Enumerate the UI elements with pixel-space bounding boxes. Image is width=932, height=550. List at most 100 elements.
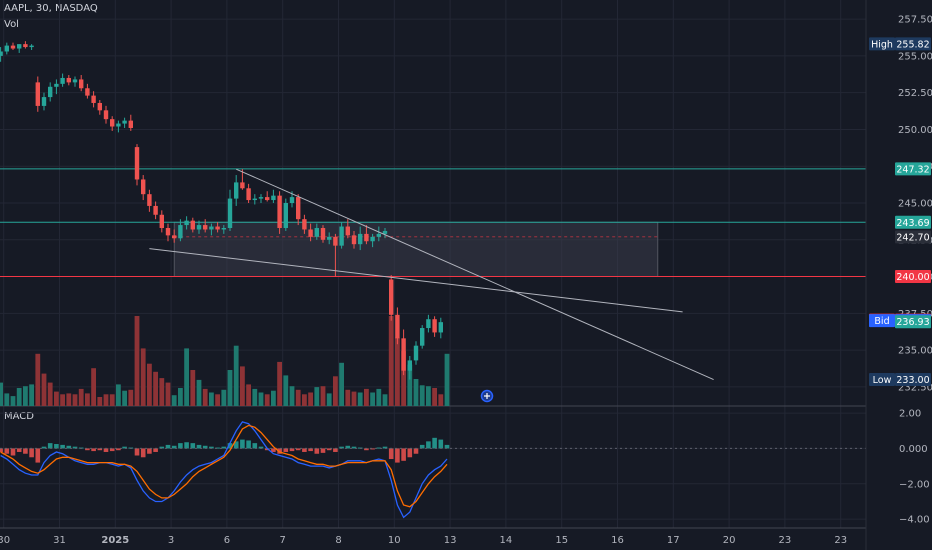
volume-bar <box>370 392 375 406</box>
volume-bar <box>221 389 227 406</box>
volume-bar <box>258 392 264 406</box>
macd-histogram-bar <box>364 448 369 451</box>
volume-bar <box>277 361 282 406</box>
price-value-badge <box>895 270 931 284</box>
candle-body <box>283 203 288 229</box>
macd-histogram-bar <box>438 439 444 449</box>
candle-body <box>426 319 431 329</box>
macd-histogram-bar <box>401 448 406 461</box>
volume-bar <box>97 397 103 406</box>
macd-histogram-bar <box>209 446 214 449</box>
volume-bar <box>419 385 425 406</box>
time-tick-label: 23 <box>834 535 847 546</box>
macd-histogram-bar <box>314 448 320 454</box>
time-tick-label: 10 <box>388 535 401 546</box>
macd-histogram-bar <box>178 443 183 449</box>
volume-bar <box>72 394 78 406</box>
volume-bar <box>271 390 276 406</box>
volume-bar <box>351 391 357 406</box>
volume-bar <box>140 348 146 406</box>
macd-histogram-bar <box>376 447 382 449</box>
volume-bar <box>407 364 413 406</box>
macd-histogram-bar <box>122 446 127 449</box>
candle-body <box>339 226 344 246</box>
volume-bar <box>91 368 96 406</box>
volume-bar <box>395 337 400 406</box>
macd-tick-label: −4.00 <box>899 515 930 526</box>
macd-histogram-bar <box>35 448 41 463</box>
volume-bar <box>60 394 65 406</box>
macd-line <box>0 421 448 519</box>
volume-bar <box>302 394 307 406</box>
candle-body <box>60 77 65 84</box>
candle-body <box>147 194 152 206</box>
candle-body <box>376 233 381 237</box>
volume-bar <box>339 362 344 406</box>
volume-bar <box>240 366 245 406</box>
volume-bar <box>382 394 388 406</box>
candle-body <box>66 77 71 83</box>
macd-histogram-bar <box>66 445 72 449</box>
candle-body <box>190 220 195 230</box>
candle-body <box>10 45 16 49</box>
macd-histogram-bar <box>153 448 158 452</box>
volume-bar <box>283 375 289 406</box>
candle-body <box>153 205 158 215</box>
time-tick-label: 7 <box>280 535 286 546</box>
volume-bar <box>134 316 140 406</box>
volume-label: Vol <box>4 19 19 30</box>
macd-histogram-bar <box>196 444 202 449</box>
time-tick-label: 16 <box>611 535 624 546</box>
candle-body <box>438 322 443 333</box>
candle-body <box>122 120 127 124</box>
macd-histogram-bar <box>382 446 388 449</box>
price-value-badge <box>895 315 931 329</box>
candle-body <box>302 219 307 230</box>
candle-body <box>420 328 425 346</box>
time-tick-label: 30 <box>0 535 10 546</box>
volume-bar <box>295 389 301 406</box>
candle-body <box>159 214 164 229</box>
macd-histogram-bar <box>370 448 375 450</box>
macd-histogram-bar <box>29 448 34 458</box>
volume-bar <box>308 392 313 406</box>
candle-body <box>240 182 245 189</box>
macd-histogram-bar <box>60 444 65 449</box>
price-tick-label: 245.00 <box>898 199 932 210</box>
candle-body <box>364 233 369 242</box>
price-value-label: 242.70 <box>896 232 929 243</box>
volume-bar <box>215 394 220 406</box>
macd-histogram-bar <box>215 447 220 449</box>
volume-bar <box>103 394 109 406</box>
volume-bar <box>0 382 4 406</box>
candle-body <box>333 236 338 246</box>
macd-histogram-bar <box>258 446 264 449</box>
candle-body <box>128 120 133 128</box>
price-value-label: 255.82 <box>896 39 929 50</box>
volume-bar <box>85 393 90 406</box>
macd-tick-label: −2.00 <box>899 479 930 490</box>
candle-body <box>413 345 419 361</box>
price-tick-label: 252.50 <box>898 88 932 99</box>
macd-histogram-bar <box>413 448 419 454</box>
volume-bar <box>401 351 406 406</box>
macd-histogram-bar <box>165 444 171 449</box>
candle-body <box>4 45 9 52</box>
volume-bar <box>29 384 34 406</box>
price-tag-badge <box>869 314 895 328</box>
time-tick-label: 13 <box>444 535 457 546</box>
volume-bar <box>438 394 444 406</box>
candle-body <box>432 319 437 333</box>
price-value-badge <box>895 373 931 387</box>
signal-line <box>0 424 448 508</box>
macd-histogram-bar <box>246 440 251 449</box>
candle-body <box>141 179 146 195</box>
candle-body <box>110 119 115 127</box>
macd-histogram-bar <box>91 448 96 452</box>
volume-bar <box>54 391 59 406</box>
price-value-badge <box>895 215 931 229</box>
range-zone <box>173 221 659 277</box>
volume-bar <box>364 388 369 406</box>
candle-body <box>134 147 140 180</box>
